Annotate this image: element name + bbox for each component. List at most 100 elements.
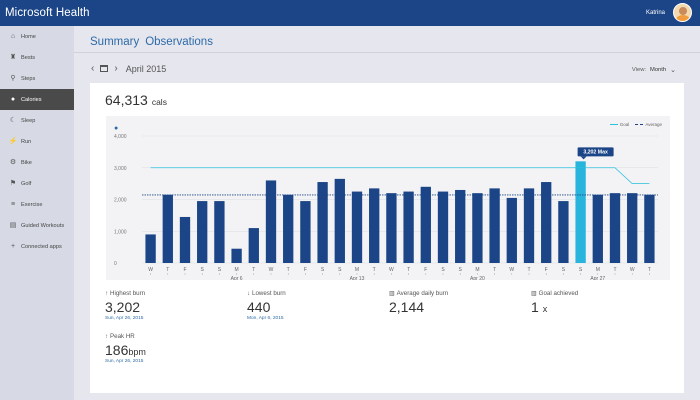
bar xyxy=(541,182,552,263)
tab-observations[interactable]: Observations xyxy=(145,36,213,48)
sidebar-item-label: Connected apps xyxy=(21,243,62,250)
x-tick-label: W xyxy=(269,267,274,273)
stat-date[interactable]: Sun, Apr 26, 2015 xyxy=(105,316,144,321)
sidebar-item-connected-apps[interactable]: + Connected apps xyxy=(0,236,74,257)
sidebar-item-label: Bests xyxy=(21,54,35,61)
calendar-icon[interactable] xyxy=(100,65,109,72)
x-tick-label: F xyxy=(304,267,307,273)
sidebar-item-exercise[interactable]: ≡ Exercise xyxy=(0,194,74,215)
x-tick-label: S xyxy=(201,267,205,273)
app-title: Microsoft Health xyxy=(5,7,90,19)
x-tick-label: S xyxy=(441,267,445,273)
stat-date[interactable]: Mon, Apr 6, 2015 xyxy=(247,316,284,321)
sidebar-item-steps[interactable]: ⚲ Steps xyxy=(0,68,74,89)
sidebar-item-label: Sleep xyxy=(21,117,36,124)
bar xyxy=(489,188,500,263)
calories-card: 64,313 cals ● Goal Average 0 1,000 2,000 3,… xyxy=(90,83,684,393)
bar-chart-icon: ▥ xyxy=(389,291,395,297)
week-label: Apr 6 xyxy=(231,276,243,280)
x-tick-label: T xyxy=(166,267,169,273)
stat-label: Peak HR xyxy=(110,333,135,340)
bar xyxy=(644,194,655,263)
sidebar-item-label: Home xyxy=(21,33,36,40)
arrow-up-icon: ↑ xyxy=(105,290,108,297)
sidebar-item-label: Calories xyxy=(21,96,42,103)
bar xyxy=(231,248,242,263)
previous-period-button[interactable]: ‹ xyxy=(91,63,95,74)
bar xyxy=(162,194,173,263)
calories-chart: ● Goal Average 0 1,000 2,000 3,000 4,000 W T F S… xyxy=(106,116,670,280)
week-label: Apr 13 xyxy=(350,276,365,280)
view-dropdown[interactable]: Month xyxy=(650,67,667,73)
top-bar: Microsoft Health Katrina xyxy=(0,0,700,26)
sidebar-item-label: Golf xyxy=(21,180,32,187)
tab-summary[interactable]: Summary xyxy=(90,36,140,48)
legend-average: Average xyxy=(635,122,662,127)
sidebar-item-home[interactable]: ⌂ Home xyxy=(0,26,74,47)
bar xyxy=(334,178,345,263)
stat-label: Goal achieved xyxy=(538,290,579,297)
sidebar-item-guided-workouts[interactable]: ▤ Guided Workouts xyxy=(0,215,74,236)
dumbbell-icon: ≡ xyxy=(10,201,16,208)
week-label: Apr 27 xyxy=(590,276,605,280)
period-label: April 2015 xyxy=(125,63,167,74)
sidebar-item-bike[interactable]: ⚙ Bike xyxy=(0,152,74,173)
x-tick-label: M xyxy=(355,267,359,273)
view-label: View: xyxy=(631,67,646,73)
bar xyxy=(437,191,449,263)
steps-icon: ⚲ xyxy=(10,75,16,82)
x-tick-label: F xyxy=(424,267,427,273)
stat-date[interactable]: Sun, Apr 26, 2015 xyxy=(105,359,144,364)
x-tick-label: M xyxy=(596,267,600,273)
bar xyxy=(403,191,414,263)
x-tick-label: S xyxy=(338,267,342,273)
y-tick-label: 4,000 xyxy=(114,134,127,140)
max-label: 3,202 Max xyxy=(583,150,608,156)
x-tick-label: S xyxy=(459,267,463,273)
bar xyxy=(214,201,225,263)
sidebar-item-label: Exercise xyxy=(21,201,43,208)
plus-icon: + xyxy=(10,243,16,250)
bar-chart-icon: ▥ xyxy=(531,291,537,297)
sidebar-item-bests[interactable]: ♜ Bests xyxy=(0,47,74,68)
stat-value: 440 xyxy=(247,299,271,315)
bar xyxy=(523,188,535,263)
bar xyxy=(283,194,294,263)
bar xyxy=(506,197,517,263)
x-tick-label: T xyxy=(613,267,616,273)
main-content: Summary Observations ‹ › April 2015 View… xyxy=(74,26,700,400)
stat-label: Average daily burn xyxy=(396,290,449,297)
stat-peak-hr: ↑ Peak HR 186bpm Sun, Apr 26, 2015 xyxy=(105,333,146,364)
arrow-up-icon: ↑ xyxy=(105,333,108,340)
sidebar-item-label: Run xyxy=(21,138,32,145)
next-period-button[interactable]: › xyxy=(114,63,118,74)
x-tick-label: W xyxy=(509,267,514,273)
x-tick-label: F xyxy=(545,267,548,273)
x-tick-label: T xyxy=(493,267,496,273)
chevron-down-icon[interactable]: ⌄ xyxy=(670,67,676,74)
sidebar-item-golf[interactable]: ⚑ Golf xyxy=(0,173,74,194)
x-tick-label: T xyxy=(287,267,290,273)
user-menu[interactable]: Katrina xyxy=(646,3,692,22)
golf-icon: ⚑ xyxy=(9,180,17,187)
sidebar-item-sleep[interactable]: ☾ Sleep xyxy=(0,110,74,131)
y-tick-label: 2,000 xyxy=(114,198,127,204)
x-tick-label: T xyxy=(373,267,376,273)
stat-goal-achieved: ▥ Goal achieved 1 x xyxy=(531,290,578,315)
stat-highest-burn: ↑ Highest burn 3,202 Sun, Apr 26, 2015 xyxy=(105,290,145,321)
bar xyxy=(179,216,191,263)
user-name[interactable]: Katrina xyxy=(645,9,665,16)
stat-value: 1 xyxy=(531,299,539,315)
bar xyxy=(300,201,311,263)
sidebar-item-run[interactable]: ⚡ Run xyxy=(0,131,74,152)
x-tick-label: W xyxy=(389,267,394,273)
sidebar-item-calories[interactable]: ● Calories xyxy=(0,89,74,110)
trophy-icon: ♜ xyxy=(9,54,17,61)
x-tick-label: M xyxy=(475,267,479,273)
goal-line xyxy=(150,167,650,185)
bar xyxy=(351,191,363,263)
moon-icon: ☾ xyxy=(9,117,17,124)
bar xyxy=(386,193,397,263)
avatar[interactable] xyxy=(673,3,692,22)
x-tick-label: S xyxy=(321,267,325,273)
